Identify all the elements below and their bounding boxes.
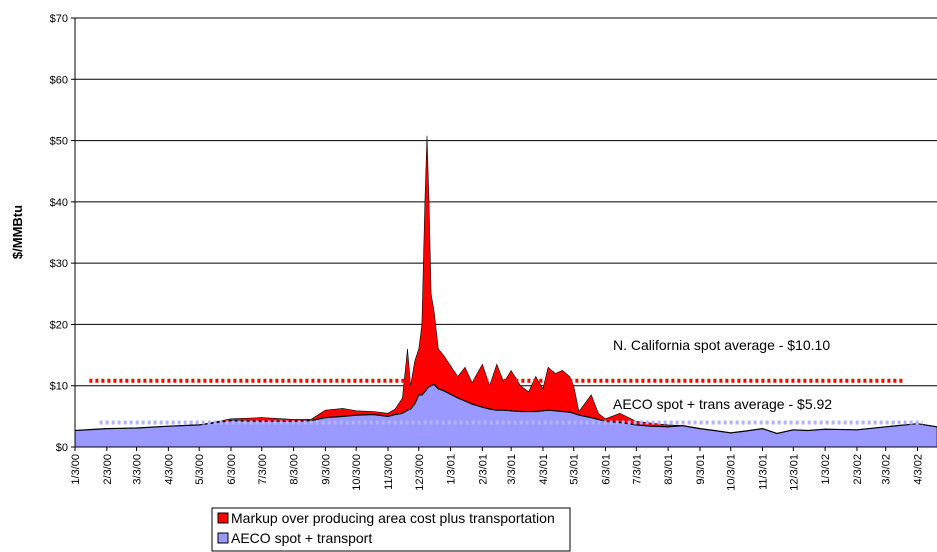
x-tick-label: 9/3/00 [320,454,332,485]
x-tick-label: 8/3/01 [663,454,675,485]
x-tick-label: 1/3/00 [70,454,82,485]
x-tick-label: 5/3/00 [194,454,206,485]
area [74,135,937,434]
x-tick-label: 10/3/00 [351,454,363,491]
x-tick-label: 10/3/01 [726,454,738,491]
x-tick-label: 4/3/00 [163,454,175,485]
x-tick-label: 11/3/00 [383,454,395,490]
y-tick-label: $50 [50,136,68,148]
annotation: AECO spot + trans average - $5.92 [613,396,832,412]
x-tick-label: 2/3/02 [852,454,864,485]
x-tick-label: 3/3/01 [506,454,518,485]
legend-swatch [217,532,229,544]
x-tick-label: 8/3/00 [289,454,301,485]
x-tick-label: 1/3/02 [820,454,832,485]
x-tick-label: 2/3/00 [102,454,114,485]
legend-swatch [217,512,229,524]
x-tick-label: 6/3/00 [226,454,238,485]
x-tick-label: 2/3/01 [477,454,489,485]
y-tick-label: $30 [50,258,68,270]
legend-label: Markup over producing area cost plus tra… [231,510,555,526]
y-axis-label: $/MMBtu [10,205,25,259]
x-tick-label: 12/3/01 [788,454,800,491]
x-tick-label: 3/3/00 [132,454,144,485]
annotation: N. California spot average - $10.10 [613,337,830,353]
line [74,383,937,435]
y-tick-label: $10 [50,381,68,393]
x-tick-label: 4/3/01 [538,454,550,485]
y-tick-label: $20 [50,319,68,331]
legend-box [211,507,571,552]
legend-label: AECO spot + transport [231,530,372,546]
x-tick-label: 3/3/02 [881,454,893,485]
x-tick-label: 1/3/01 [446,454,458,485]
x-tick-label: 5/3/01 [569,454,581,485]
y-tick-label: $70 [50,13,68,25]
x-tick-label: 6/3/01 [601,454,613,485]
x-tick-label: 9/3/01 [695,454,707,485]
x-tick-label: 11/3/01 [758,454,770,490]
y-tick-label: $0 [56,442,68,454]
x-tick-label: 12/3/00 [414,454,426,491]
y-tick-label: $60 [50,74,68,86]
y-tick-label: $40 [50,197,68,209]
x-tick-label: 4/3/02 [913,454,925,485]
x-tick-label: 7/3/01 [631,454,643,485]
x-tick-label: 7/3/00 [257,454,269,485]
